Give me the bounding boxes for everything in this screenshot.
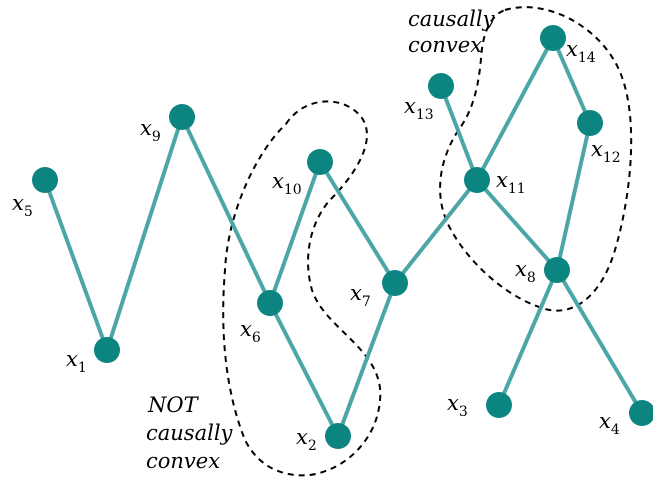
node-label-x13: x13 [404,94,434,123]
node-x3 [486,392,512,418]
convex-region-label: causally convex [408,7,501,57]
node-x2 [325,423,351,449]
node-x5 [32,167,58,193]
node-x11 [464,167,490,193]
node-label-x11: x11 [496,168,526,197]
node-x8 [544,257,570,283]
edges [43,36,644,438]
node-x6 [257,290,283,316]
edge-x12-x8 [555,121,592,272]
edge-x10-x7 [318,160,397,285]
edge-x6-x2 [268,301,340,438]
node-x12 [577,110,603,136]
edge-x5-x1 [43,178,109,352]
node-label-x5: x5 [12,191,33,220]
node-label-x4: x4 [599,409,620,438]
edge-x11-x14 [475,36,555,182]
node-x4 [629,400,653,426]
node-x13 [428,73,454,99]
edge-x8-x4 [555,268,644,415]
node-x1 [94,337,120,363]
node-label-x14: x14 [566,37,596,66]
edge-x2-x7 [336,281,397,438]
node-x14 [540,25,566,51]
edge-x6-x10 [268,160,322,305]
edge-x8-x3 [497,268,559,407]
edge-x7-x11 [393,178,479,285]
edge-x11-x8 [475,178,559,272]
node-label-x6: x6 [240,317,261,346]
node-x10 [307,149,333,175]
edge-x14-x12 [551,36,592,125]
node-label-x10: x10 [272,169,302,198]
node-label-x1: x1 [66,347,87,376]
edge-x1-x9 [105,115,184,352]
node-label-x3: x3 [447,391,468,420]
edge-x13-x11 [439,84,479,182]
node-labels: x1 x2 x3 x4 x5 x6 x7 x8 x9 x10 x11 x12 x13 x14 [12,37,621,454]
node-x9 [169,104,195,130]
node-x7 [382,270,408,296]
node-label-x2: x2 [296,425,317,454]
convex-region-outline [439,6,633,312]
not-convex-region-label: NOT causally convex [146,393,239,473]
nodes [32,25,653,449]
node-label-x12: x12 [591,137,621,166]
edge-x9-x6 [180,115,272,305]
node-label-x7: x7 [350,281,371,310]
node-label-x9: x9 [140,116,161,145]
node-label-x8: x8 [515,257,536,286]
